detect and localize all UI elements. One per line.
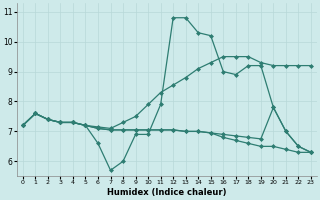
X-axis label: Humidex (Indice chaleur): Humidex (Indice chaleur)	[107, 188, 227, 197]
